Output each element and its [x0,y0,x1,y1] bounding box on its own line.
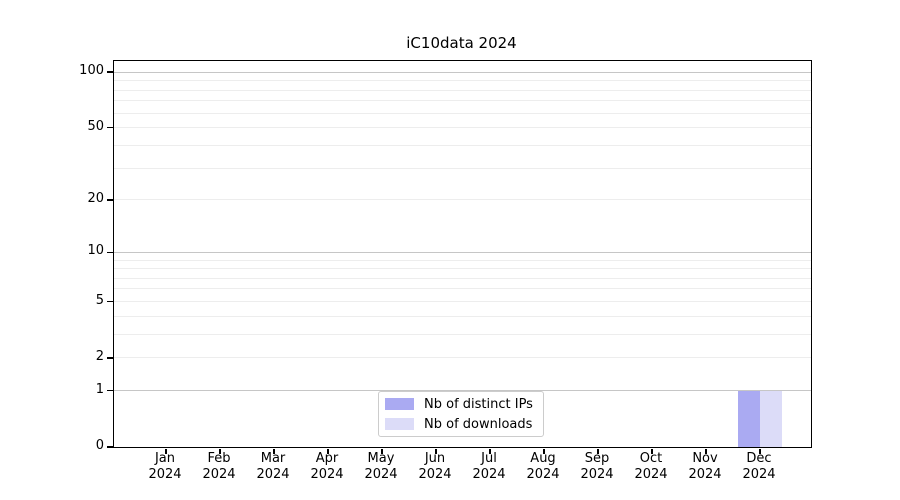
x-tick-mark [381,448,383,454]
y-gridline-minor [114,288,811,290]
x-tick-mark [273,448,275,454]
y-gridline-minor [114,333,811,335]
chart-title: iC10data 2024 [406,34,517,52]
legend-item-distinct-ips: Nb of distinct IPs [385,397,537,412]
x-tick-label: Jul 2024 [462,451,516,483]
y-tick-label: 2 [95,348,104,364]
x-tick-label-year: 2024 [364,467,398,482]
x-tick-label-month: Jul [481,451,497,466]
y-gridline-minor [114,199,811,201]
y-gridline-minor [114,80,811,82]
x-tick-mark [435,448,437,454]
x-tick-mark [327,448,329,454]
y-gridline-major [114,390,811,392]
x-tick-label-month: Mar [260,451,286,466]
y-gridline-minor [114,268,811,270]
y-gridline-minor [114,112,811,114]
x-tick-label-year: 2024 [580,467,614,482]
y-gridline-major [114,71,811,73]
x-tick-label: Sep 2024 [570,451,624,483]
x-tick-label-year: 2024 [742,467,776,482]
x-tick-label-month: Aug [530,451,556,466]
x-tick-mark [705,448,707,454]
legend-label-distinct-ips: Nb of distinct IPs [424,396,533,412]
y-gridline-minor [114,89,811,91]
x-tick-label: Oct 2024 [624,451,678,483]
y-gridline-minor [114,167,811,169]
y-tick-label: 5 [95,292,104,308]
y-gridline-minor [114,277,811,279]
y-tick-mark [107,126,113,129]
y-tick-mark [107,251,113,254]
y-gridline-minor [114,301,811,302]
x-tick-label-year: 2024 [634,467,668,482]
x-tick-mark [597,448,599,454]
x-tick-label-year: 2024 [526,467,560,482]
x-tick-label: Aug 2024 [516,451,570,483]
x-tick-label-month: Apr [315,451,339,466]
x-tick-label-year: 2024 [418,467,452,482]
y-gridline-minor [114,127,811,129]
x-tick-label-month: Nov [692,451,718,466]
legend-label-downloads: Nb of downloads [424,416,533,432]
y-tick-mark [107,389,113,392]
legend-swatch-downloads [385,418,414,430]
legend: Nb of distinct IPs Nb of downloads [378,391,544,437]
x-tick-label-year: 2024 [472,467,506,482]
y-tick-mark [107,71,113,73]
x-tick-label: Feb 2024 [192,451,246,483]
y-tick-label: 50 [87,118,104,134]
y-gridline-minor [114,315,811,317]
legend-item-downloads: Nb of downloads [385,417,537,432]
x-tick-label: Jan 2024 [138,451,192,483]
x-tick-mark [759,448,761,454]
y-gridline-minor [114,144,811,146]
x-tick-label: Apr 2024 [300,451,354,483]
x-tick-mark [489,448,491,454]
x-tick-label-month: May [367,451,395,466]
bar-downloads [760,390,782,447]
x-tick-mark [543,448,545,454]
y-tick-mark [107,300,113,303]
x-tick-label-year: 2024 [688,467,722,482]
y-gridline-minor [114,100,811,102]
x-tick-label-year: 2024 [202,467,236,482]
x-tick-label-year: 2024 [148,467,182,482]
y-tick-label: 20 [87,190,104,206]
x-tick-label-month: Jun [424,451,446,466]
y-tick-mark [107,199,113,201]
y-tick-label: 10 [87,243,104,259]
x-tick-label-month: Oct [639,451,663,466]
x-tick-label: Nov 2024 [678,451,732,483]
x-tick-label-month: Feb [207,451,231,466]
x-tick-mark [165,448,167,454]
plot-area [107,60,812,454]
y-tick-mark [107,357,113,359]
y-gridline-minor [114,259,811,261]
x-tick-label-month: Dec [746,451,772,466]
x-tick-label: Jun 2024 [408,451,462,483]
y-tick-label: 1 [95,381,104,397]
x-tick-mark [219,448,221,454]
x-tick-label: Mar 2024 [246,451,300,483]
x-tick-label-year: 2024 [310,467,344,482]
x-tick-label-month: Sep [584,451,610,466]
y-gridline-minor [114,357,811,359]
x-tick-label-year: 2024 [256,467,290,482]
bar-distinct-ips [738,390,760,447]
y-gridline-major [114,251,811,253]
y-tick-label: 100 [79,63,104,79]
x-tick-label-month: Jan [154,451,176,466]
x-tick-label: May 2024 [354,451,408,483]
x-tick-mark [651,448,653,454]
legend-swatch-distinct-ips [385,398,414,410]
y-tick-label: 0 [95,438,104,453]
y-tick-mark [107,446,113,448]
x-tick-label: Dec 2024 [732,451,786,483]
